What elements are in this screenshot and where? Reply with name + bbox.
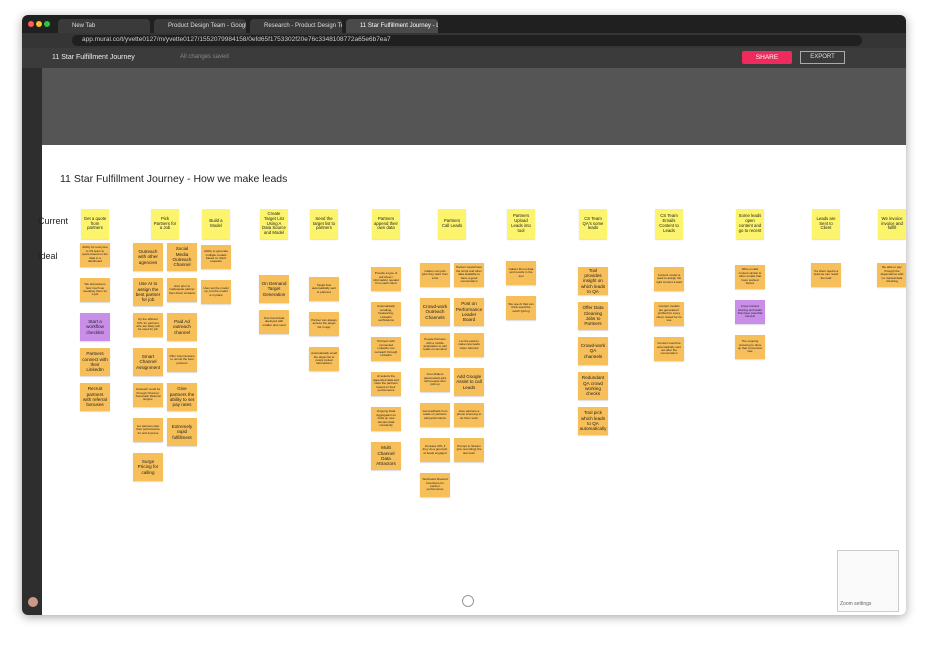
sticky-note[interactable]: Add Google Assist to call Leads: [454, 368, 484, 396]
sticky-note[interactable]: User set the model up, but the model is …: [201, 280, 231, 304]
sticky-note[interactable]: Automatically emailing, freelancing, Lin…: [371, 302, 401, 326]
sticky-note[interactable]: Automatically email the target list to n…: [309, 347, 339, 371]
sticky-note[interactable]: Offer Data Cleaning Jobs to Partners: [578, 302, 608, 330]
sticky-header[interactable]: Partners append their own data: [372, 209, 400, 239]
sticky-note[interactable]: The ongoing nurturing to drive up that c…: [735, 335, 765, 359]
sticky-note[interactable]: Let partners plan their performance for …: [133, 418, 163, 442]
sticky-note[interactable]: Tool provides insight on which leads to …: [578, 267, 608, 295]
sticky-note[interactable]: Callers fill out data and results in the…: [506, 261, 536, 285]
sticky-note[interactable]: Callers can pick jobs they want from a l…: [420, 263, 450, 287]
sticky-header[interactable]: CS Team Emails Content to Leads: [655, 209, 683, 239]
address-bar: app.mural.co/t/yvette0127/m/yvette0127/1…: [22, 33, 906, 48]
sticky-note[interactable]: Stochastic Reward Incentives for partner…: [420, 473, 450, 497]
board-title: 11 Star Fulfillment Journey - How we mak…: [60, 173, 288, 185]
close-dot[interactable]: [28, 21, 34, 27]
sticky-note[interactable]: Surge Pricing for calling: [133, 453, 163, 481]
sticky-note[interactable]: Ongoing Data Aggregation to build up new…: [371, 407, 401, 431]
sticky-header[interactable]: Send the target list to partners: [310, 209, 338, 239]
zoom-settings[interactable]: Zoom settings: [840, 601, 872, 607]
browser-tab[interactable]: Research - Product Design Tea: [250, 19, 342, 33]
sticky-note[interactable]: Start a workflow checklist: [80, 313, 110, 341]
sticky-note[interactable]: Get feedback from leads on partners call…: [420, 403, 450, 427]
mural-toolbar: 11 Star Fulfillment Journey All changes …: [22, 48, 906, 68]
sticky-note[interactable]: Give prior to inadequate partner their d…: [167, 278, 197, 302]
sticky-header[interactable]: Create Target List Using A Data Source a…: [260, 209, 288, 239]
board-name[interactable]: 11 Star Fulfillment Journey: [52, 54, 135, 61]
sticky-note[interactable]: Be able to pay through the dependence wi…: [877, 263, 906, 287]
row-label: Current: [38, 216, 69, 226]
sticky-note[interactable]: On Demand Target Generation: [259, 275, 289, 303]
avatar[interactable]: [28, 597, 38, 607]
browser-tab[interactable]: Product Design Team - Google D: [154, 19, 246, 33]
sticky-header[interactable]: Leads are Sent to Client: [812, 209, 840, 239]
sticky-note[interactable]: Partner would have the script and other …: [454, 263, 484, 287]
share-button[interactable]: SHARE: [742, 51, 792, 64]
sticky-note[interactable]: Target lists automatically sent to partn…: [309, 277, 339, 301]
sticky-note[interactable]: Content models are generated / profiled …: [654, 302, 684, 326]
sticky-note[interactable]: Provide a type of cell sheet / informati…: [371, 267, 401, 291]
sticky-header[interactable]: Get a quote from partners: [81, 209, 109, 239]
sticky-note[interactable]: Give partners a phone scanning to let th…: [454, 403, 484, 427]
sticky-note[interactable]: Ability for everyone in CS team to quote…: [80, 243, 110, 267]
sticky-note[interactable]: Outreach could be through Channel, Autom…: [133, 383, 163, 407]
add-button[interactable]: [462, 595, 474, 607]
sticky-note[interactable]: Partner can always access the target lis…: [309, 312, 339, 336]
sticky-note[interactable]: Increase CPL if they do a good job of le…: [420, 438, 450, 462]
sticky-note[interactable]: Tool pick which leads to QA automaticall…: [578, 407, 608, 435]
sticky-note[interactable]: Post on Performance Leader Board: [454, 298, 484, 326]
sticky-header[interactable]: Partners Upload Leads into tool: [507, 209, 535, 239]
sticky-note[interactable]: People Partners with a mobile applicatio…: [420, 333, 450, 357]
sticky-note[interactable]: Ability to generate multiple models base…: [201, 245, 231, 269]
sticky-note[interactable]: We tell partners how much we need/pay th…: [80, 278, 110, 302]
sticky-note[interactable]: One Good data deployed with smaller plus…: [259, 310, 289, 334]
sticky-note[interactable]: Offer Commissions to recruit the best pa…: [167, 348, 197, 372]
sticky-note[interactable]: AI-to-Dialers (automated) jobs with peop…: [420, 368, 450, 392]
sticky-note[interactable]: Give partners the ability to set pay rat…: [167, 383, 197, 411]
export-button[interactable]: EXPORT: [800, 51, 845, 64]
sticky-header[interactable]: Build a Model: [202, 209, 230, 239]
sticky-note[interactable]: Use AI to assign the best partner for jo…: [133, 278, 163, 306]
sticky-note[interactable]: Smart Channel Assignment: [133, 348, 163, 376]
minimap[interactable]: Zoom settings: [837, 550, 899, 612]
board: 11 Star Fulfillment Journey - How we mak…: [22, 15, 906, 615]
sticky-note[interactable]: Social Media Outreach Channel: [167, 243, 197, 271]
max-dot[interactable]: [44, 21, 50, 27]
sticky-note[interactable]: Partners with connected LinkedIn can out…: [371, 337, 401, 361]
sticky-note[interactable]: Content model is used to assign the righ…: [654, 267, 684, 291]
save-status: All changes saved: [180, 54, 229, 60]
sticky-note[interactable]: Prompt to Stream (pre-recording) the las…: [454, 438, 484, 462]
sticky-note[interactable]: Recruit partners with referral bonuses: [80, 383, 110, 411]
browser-window: New Tab Product Design Team - Google D Res…: [22, 15, 906, 615]
sticky-note[interactable]: Crowd-work Outreach Channels: [420, 298, 450, 326]
url-field[interactable]: [72, 35, 862, 46]
sticky-note[interactable]: Crowd-work QA channels: [578, 337, 608, 365]
sticky-header[interactable]: We invoice invoice and fulfill: [878, 209, 906, 239]
browser-tab[interactable]: New Tab: [58, 19, 150, 33]
sticky-note[interactable]: Know content sharing and leads that have…: [735, 300, 765, 324]
sticky-note[interactable]: Outreach with other agencies: [133, 243, 163, 271]
sticky-note[interactable]: Let the partner make new leads when refe…: [454, 333, 484, 357]
sticky-note[interactable]: Extremely rapid fulfillment: [167, 418, 197, 446]
sticky-header[interactable]: Pick Partners for a Job: [151, 209, 179, 239]
sticky-note[interactable]: Paid Ad outreach channel: [167, 313, 197, 341]
sticky-note[interactable]: Write emails content similar to other em…: [735, 265, 765, 289]
sticky-note[interactable]: Up the efficient CPL for partners who ar…: [133, 313, 163, 337]
url: app.mural.co/t/yvette0127/m/yvette0127/1…: [82, 36, 391, 43]
sticky-note[interactable]: We use AI that can think would be worth …: [506, 296, 536, 320]
sticky-note[interactable]: AI selects the appended data and rates t…: [371, 372, 401, 396]
left-sidebar: [22, 68, 42, 615]
min-dot[interactable]: [36, 21, 42, 27]
canvas-dark-area: [42, 68, 906, 145]
sticky-note[interactable]: Multi Channel Data Attractors: [371, 442, 401, 470]
sticky-header[interactable]: Some leads open content and go to recent: [736, 209, 764, 239]
sticky-note[interactable]: Content would be automatically sent out …: [654, 337, 684, 361]
row-label: Ideal: [38, 251, 58, 261]
sticky-note[interactable]: Partners connect with their LinkedIn: [80, 348, 110, 376]
sticky-header[interactable]: Partners Call Leads: [438, 209, 466, 239]
sticky-note[interactable]: Redundant QA crowd working checks: [578, 372, 608, 400]
browser-tab[interactable]: 11 Star Fulfillment Journey - Lea: [346, 19, 438, 33]
sticky-note[interactable]: If a client rejects a lead we can resell…: [811, 263, 841, 287]
sticky-header[interactable]: CS Team QA's some leads: [579, 209, 607, 239]
